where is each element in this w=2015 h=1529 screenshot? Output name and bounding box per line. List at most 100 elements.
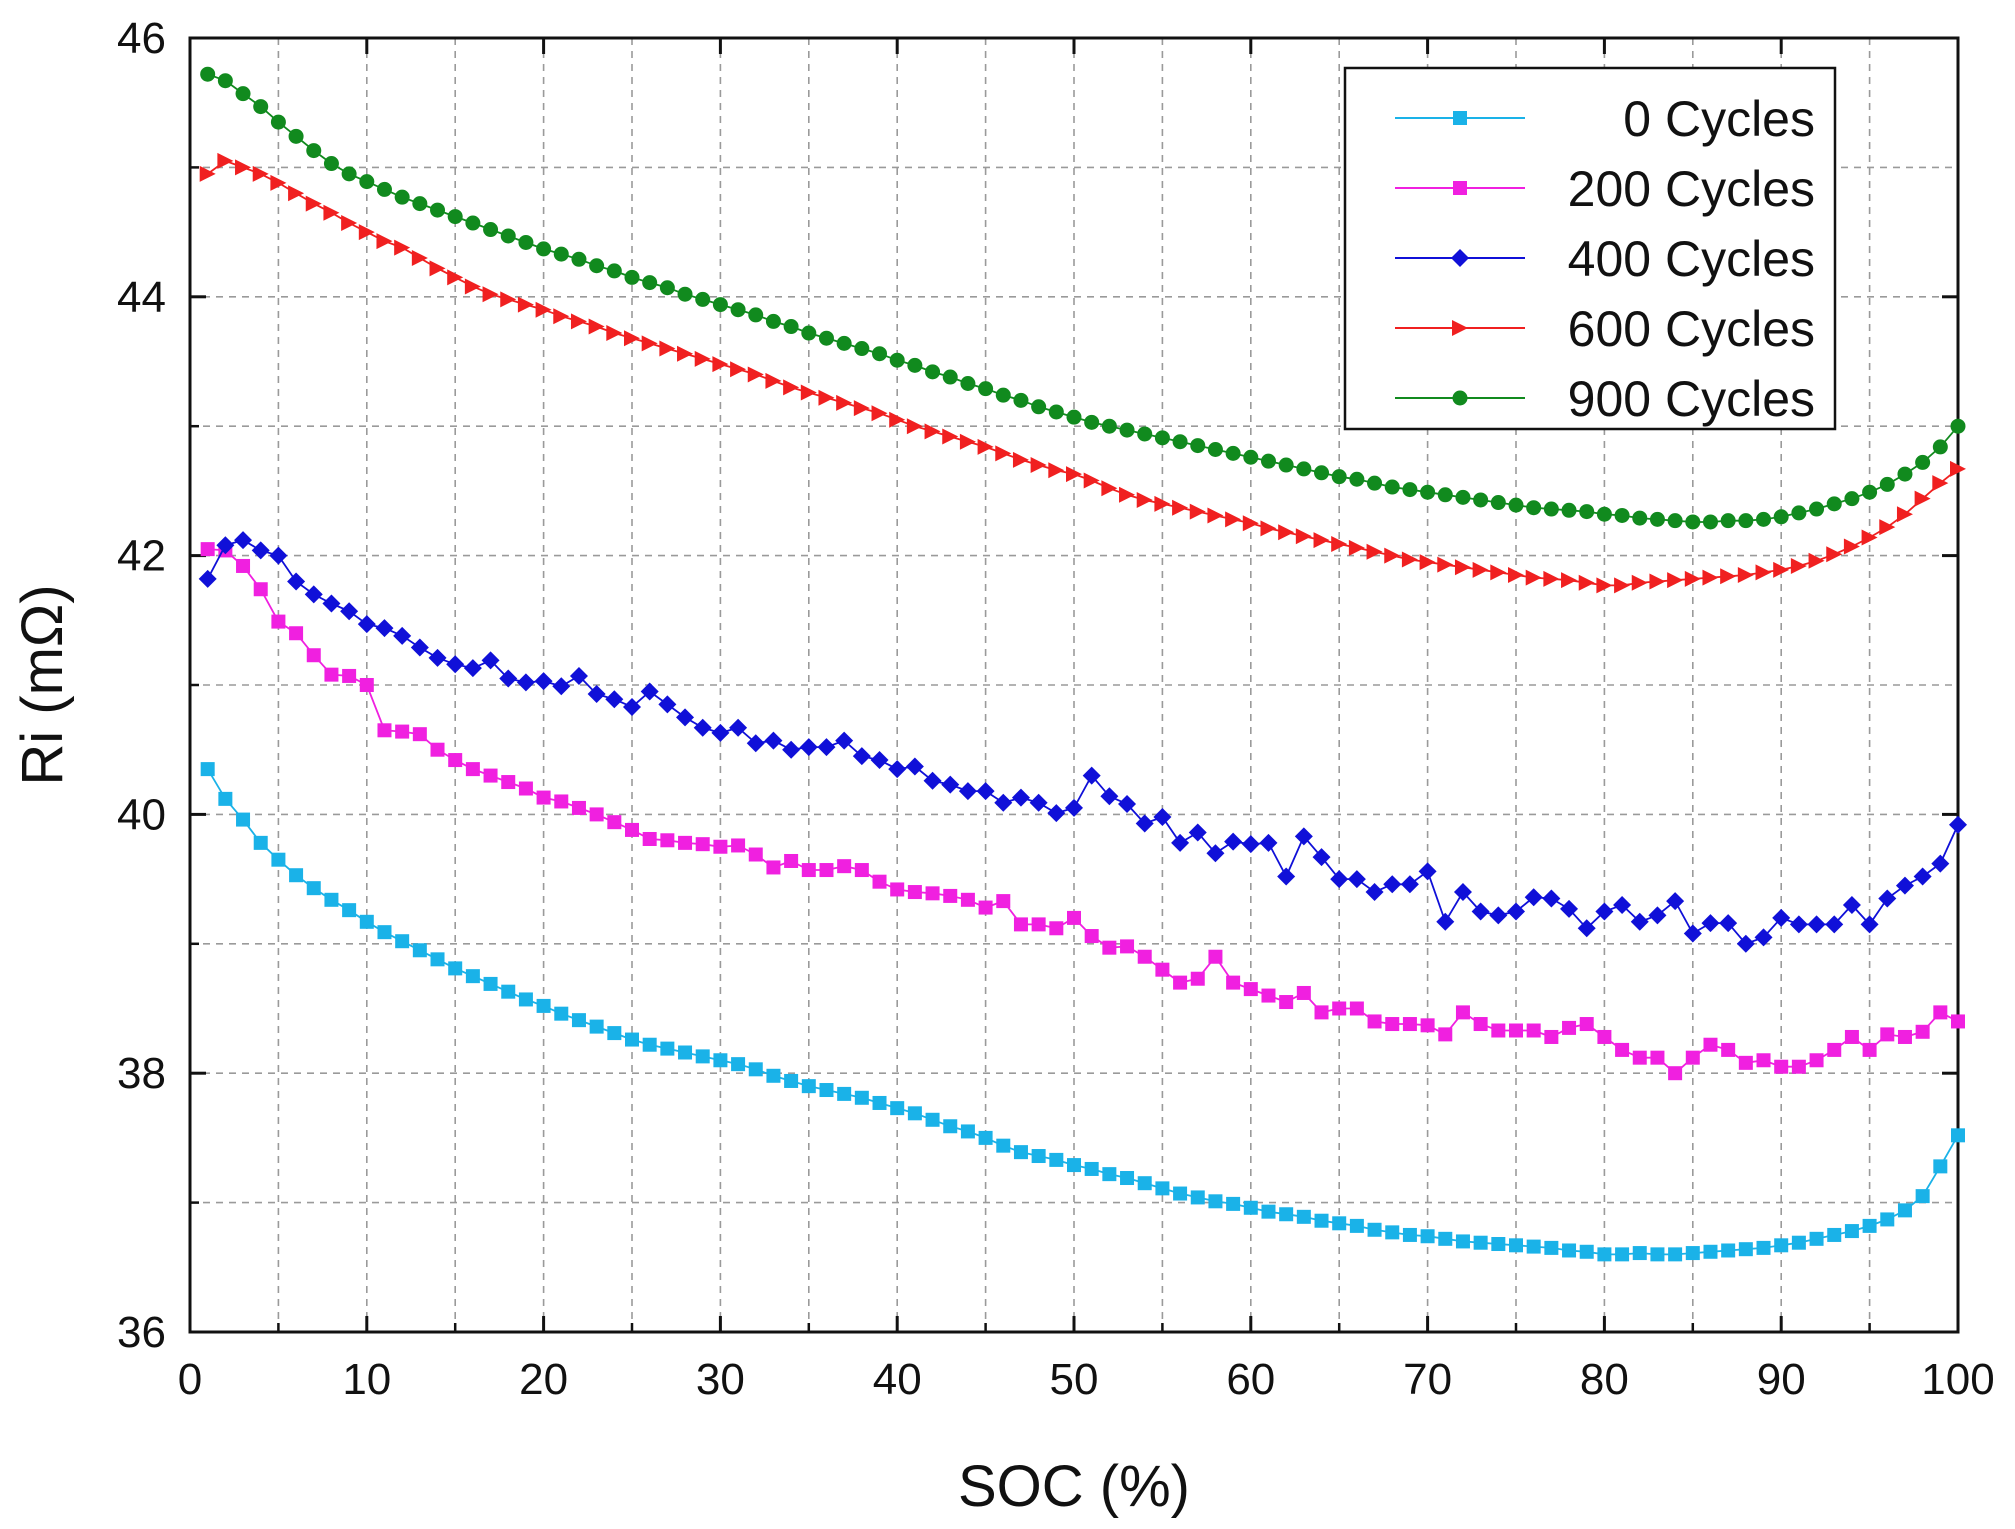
data-point-200-cycles xyxy=(448,753,463,768)
data-point-0-cycles xyxy=(1296,1209,1311,1224)
data-point-0-cycles xyxy=(1102,1167,1117,1182)
data-point-400-cycles xyxy=(1789,915,1808,934)
legend-label: 0 Cycles xyxy=(1623,91,1815,147)
data-point-400-cycles xyxy=(1489,906,1508,925)
data-point-400-cycles xyxy=(693,718,712,737)
data-point-600-cycles xyxy=(1242,515,1259,532)
data-point-0-cycles xyxy=(1756,1240,1771,1255)
data-point-600-cycles xyxy=(1667,572,1684,589)
data-point-0-cycles xyxy=(377,925,392,940)
data-point-0-cycles xyxy=(1420,1229,1435,1244)
data-point-400-cycles xyxy=(1560,899,1579,918)
data-point-600-cycles xyxy=(341,215,358,232)
data-point-200-cycles xyxy=(1791,1059,1806,1074)
data-point-600-cycles xyxy=(677,345,694,362)
data-point-900-cycles xyxy=(1048,404,1064,420)
data-point-400-cycles xyxy=(587,685,606,704)
x-tick-label: 30 xyxy=(696,1355,745,1404)
data-point-900-cycles xyxy=(1190,438,1206,454)
data-point-600-cycles xyxy=(1172,499,1189,516)
data-point-600-cycles xyxy=(570,313,587,330)
data-point-900-cycles xyxy=(1579,504,1595,520)
data-point-0-cycles xyxy=(1526,1239,1541,1254)
data-point-600-cycles xyxy=(694,350,711,367)
data-point-400-cycles xyxy=(287,572,306,591)
data-point-400-cycles xyxy=(463,659,482,678)
data-point-900-cycles xyxy=(1084,414,1100,430)
legend-item-900-cycles: 900 Cycles xyxy=(1395,371,1815,427)
data-point-600-cycles xyxy=(1808,552,1825,569)
data-point-0-cycles xyxy=(801,1079,816,1094)
legend-label: 400 Cycles xyxy=(1568,231,1815,287)
x-tick-label: 0 xyxy=(178,1355,202,1404)
data-point-900-cycles xyxy=(270,114,286,130)
data-point-900-cycles xyxy=(748,307,764,323)
data-point-200-cycles xyxy=(731,838,746,853)
data-point-600-cycles xyxy=(1313,532,1330,549)
legend-item-0-cycles: 0 Cycles xyxy=(1395,91,1815,147)
data-point-400-cycles xyxy=(905,757,924,776)
data-point-0-cycles xyxy=(960,1124,975,1139)
data-point-900-cycles xyxy=(960,375,976,391)
data-point-0-cycles xyxy=(1880,1212,1895,1227)
data-point-200-cycles xyxy=(943,888,958,903)
x-tick-label: 50 xyxy=(1050,1355,1099,1404)
data-point-600-cycles xyxy=(323,204,340,221)
data-point-400-cycles xyxy=(1577,919,1596,938)
data-point-400-cycles xyxy=(1206,844,1225,863)
data-point-0-cycles xyxy=(1862,1218,1877,1233)
data-point-600-cycles xyxy=(1207,507,1224,524)
legend-label: 900 Cycles xyxy=(1568,371,1815,427)
data-point-900-cycles xyxy=(978,381,994,397)
data-point-200-cycles xyxy=(1243,982,1258,997)
data-point-200-cycles xyxy=(253,582,268,597)
data-point-0-cycles xyxy=(1349,1218,1364,1233)
data-point-600-cycles xyxy=(217,152,234,169)
data-point-600-cycles xyxy=(1030,457,1047,474)
data-point-600-cycles xyxy=(1755,564,1772,581)
data-point-900-cycles xyxy=(1862,484,1878,500)
data-point-200-cycles xyxy=(1155,962,1170,977)
data-point-600-cycles xyxy=(959,433,976,450)
data-point-900-cycles xyxy=(1526,500,1542,516)
data-point-600-cycles xyxy=(765,372,782,389)
legend-swatch-marker xyxy=(1451,249,1469,267)
series-200-cycles xyxy=(200,542,1965,1081)
legend-item-200-cycles: 200 Cycles xyxy=(1395,161,1815,217)
legend-item-600-cycles: 600 Cycles xyxy=(1395,301,1815,357)
data-point-400-cycles xyxy=(623,697,641,716)
data-point-200-cycles xyxy=(1031,917,1046,932)
data-point-600-cycles xyxy=(1012,451,1029,468)
data-point-900-cycles xyxy=(1207,441,1223,457)
data-point-900-cycles xyxy=(1596,506,1612,522)
data-point-200-cycles xyxy=(395,724,410,739)
data-point-200-cycles xyxy=(1880,1027,1895,1042)
data-point-400-cycles xyxy=(1895,876,1914,895)
data-point-400-cycles xyxy=(1524,888,1543,907)
legend: 0 Cycles 200 Cycles 400 Cycles 600 Cycles 90… xyxy=(1343,66,1837,431)
data-point-200-cycles xyxy=(1827,1042,1842,1057)
legend-swatch-marker xyxy=(1453,181,1467,195)
data-point-200-cycles xyxy=(554,794,569,809)
data-point-900-cycles xyxy=(323,156,339,172)
data-point-600-cycles xyxy=(517,296,534,313)
data-point-0-cycles xyxy=(1685,1246,1700,1261)
data-point-600-cycles xyxy=(1737,567,1754,584)
data-point-200-cycles xyxy=(1562,1020,1577,1035)
data-point-400-cycles xyxy=(640,682,659,701)
data-point-900-cycles xyxy=(765,313,781,329)
data-point-900-cycles xyxy=(942,369,958,385)
data-point-600-cycles xyxy=(1083,472,1100,489)
data-point-200-cycles xyxy=(465,762,480,777)
data-point-200-cycles xyxy=(1208,949,1223,964)
data-point-400-cycles xyxy=(1630,912,1649,931)
data-point-900-cycles xyxy=(235,86,251,102)
data-point-200-cycles xyxy=(1455,1005,1470,1020)
data-point-600-cycles xyxy=(1561,572,1578,589)
data-point-400-cycles xyxy=(870,751,889,770)
data-point-0-cycles xyxy=(1579,1244,1594,1259)
data-point-600-cycles xyxy=(1278,524,1295,541)
data-point-900-cycles xyxy=(1897,466,1913,482)
data-point-200-cycles xyxy=(819,863,834,878)
data-point-900-cycles xyxy=(341,166,357,182)
